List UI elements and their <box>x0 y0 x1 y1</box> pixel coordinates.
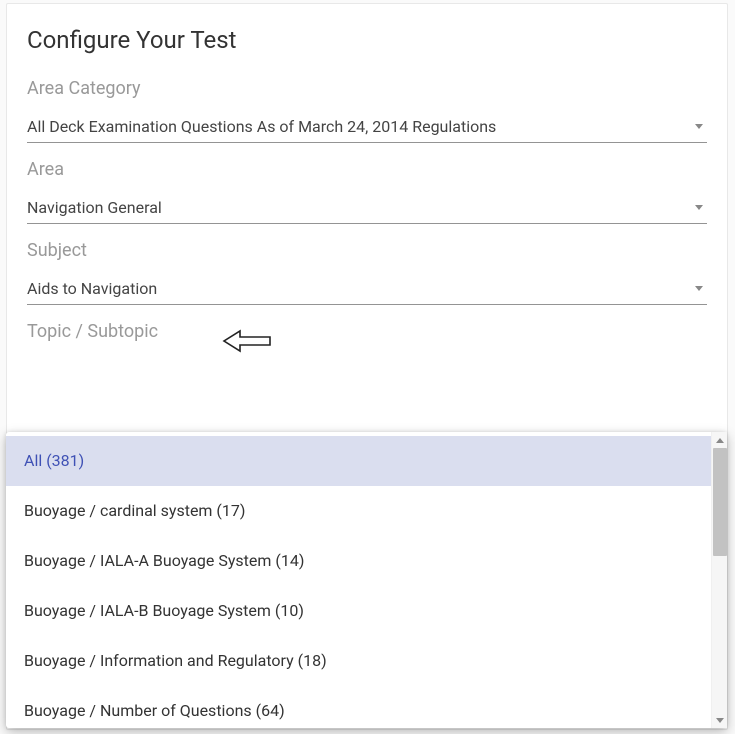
topic-option[interactable]: Buoyage / Information and Regulatory (18… <box>6 636 711 686</box>
subject-label: Subject <box>27 240 707 261</box>
topic-dropdown-panel: All (381)Buoyage / cardinal system (17)B… <box>6 432 727 728</box>
topic-option[interactable]: Buoyage / Number of Questions (64) <box>6 686 711 728</box>
page-title: Configure Your Test <box>27 26 707 54</box>
subject-value: Aids to Navigation <box>27 279 157 298</box>
topic-options-list: All (381)Buoyage / cardinal system (17)B… <box>6 432 711 728</box>
chevron-down-icon <box>695 124 703 129</box>
topic-option[interactable]: Buoyage / IALA-B Buoyage System (10) <box>6 586 711 636</box>
scrollbar-down-icon[interactable] <box>712 713 728 727</box>
scrollbar[interactable] <box>711 432 727 728</box>
area-value: Navigation General <box>27 198 162 217</box>
area-category-value: All Deck Examination Questions As of Mar… <box>27 117 496 136</box>
scrollbar-thumb[interactable] <box>713 448 727 556</box>
chevron-down-icon <box>695 286 703 291</box>
topic-option[interactable]: Buoyage / cardinal system (17) <box>6 486 711 536</box>
chevron-down-icon <box>695 205 703 210</box>
subject-select[interactable]: Aids to Navigation <box>27 279 707 305</box>
area-category-select[interactable]: All Deck Examination Questions As of Mar… <box>27 117 707 143</box>
area-label: Area <box>27 159 707 180</box>
area-category-label: Area Category <box>27 78 707 99</box>
topic-option[interactable]: Buoyage / IALA-A Buoyage System (14) <box>6 536 711 586</box>
area-select[interactable]: Navigation General <box>27 198 707 224</box>
topic-label: Topic / Subtopic <box>27 321 707 342</box>
scrollbar-up-icon[interactable] <box>712 433 728 447</box>
topic-option[interactable]: All (381) <box>6 436 711 486</box>
